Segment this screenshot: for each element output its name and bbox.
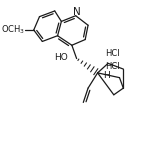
Text: N: N <box>73 7 81 17</box>
Text: HCl: HCl <box>105 62 120 71</box>
Text: HO: HO <box>54 53 68 62</box>
Text: H: H <box>103 71 110 80</box>
Text: OCH$_3$: OCH$_3$ <box>1 24 25 36</box>
Text: HCl: HCl <box>105 49 120 58</box>
